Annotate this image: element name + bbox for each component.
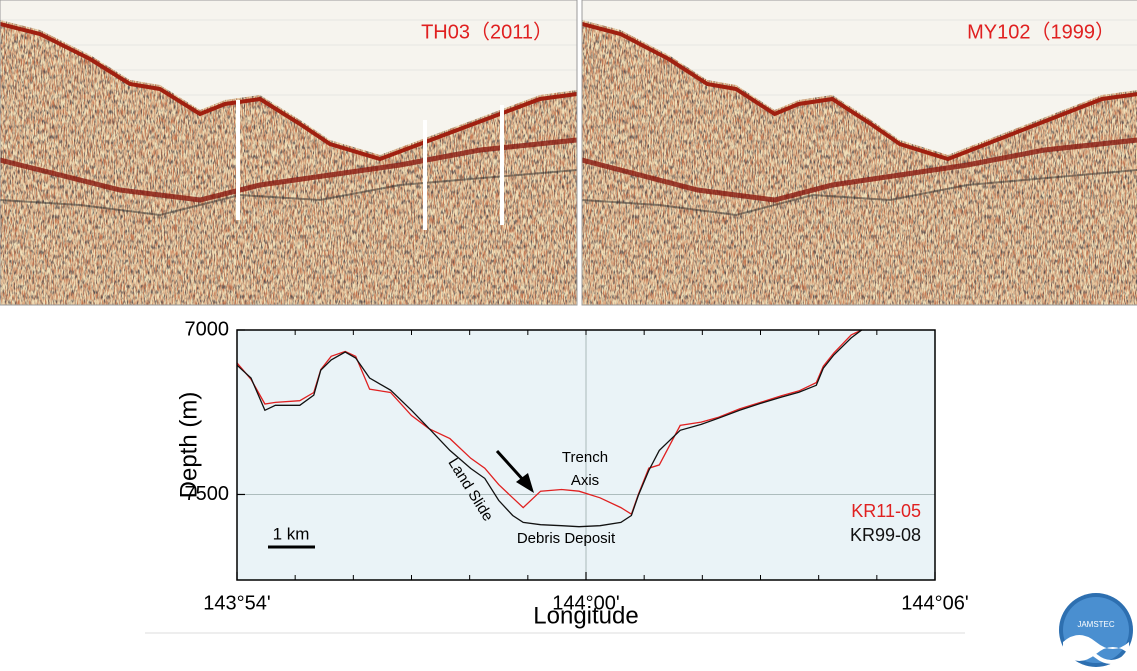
legend-entry: KR99-08: [850, 525, 921, 545]
logo-text: JAMSTEC: [1077, 620, 1115, 629]
x-tick-label: 144°00': [552, 592, 619, 614]
x-tick-label: 144°06': [901, 592, 968, 614]
plot-frame: [236, 329, 936, 581]
annotation: Debris Deposit: [517, 530, 616, 547]
seismic-panel: [582, 0, 1137, 305]
scale-label: 1 km: [273, 524, 310, 543]
seismic-panel: [0, 0, 577, 305]
logo: JAMSTEC: [1059, 593, 1133, 667]
y-tick-label: 7500: [185, 483, 230, 505]
annotation: Axis: [571, 472, 599, 489]
y-axis-title: Depth (m): [175, 392, 202, 499]
x-tick-label: 143°54': [203, 592, 270, 614]
depth-line: [236, 329, 863, 528]
legend-entry: KR11-05: [851, 501, 921, 521]
panel-label: MY102（1999）: [967, 20, 1115, 43]
chart: 143°54' 144°00' 144°06' 7000 7500 KR11-05 KR99…: [175, 318, 968, 629]
panel-label: TH03（2011）: [421, 20, 553, 43]
arrow-head: [516, 473, 534, 493]
y-tick-label: 7000: [185, 318, 230, 340]
data-gaps: [236, 100, 504, 230]
arrow-shaft: [495, 449, 527, 484]
x-axis-title: Longitude: [533, 602, 638, 629]
annotation: Trench: [562, 449, 608, 466]
depth-line: [236, 329, 862, 516]
